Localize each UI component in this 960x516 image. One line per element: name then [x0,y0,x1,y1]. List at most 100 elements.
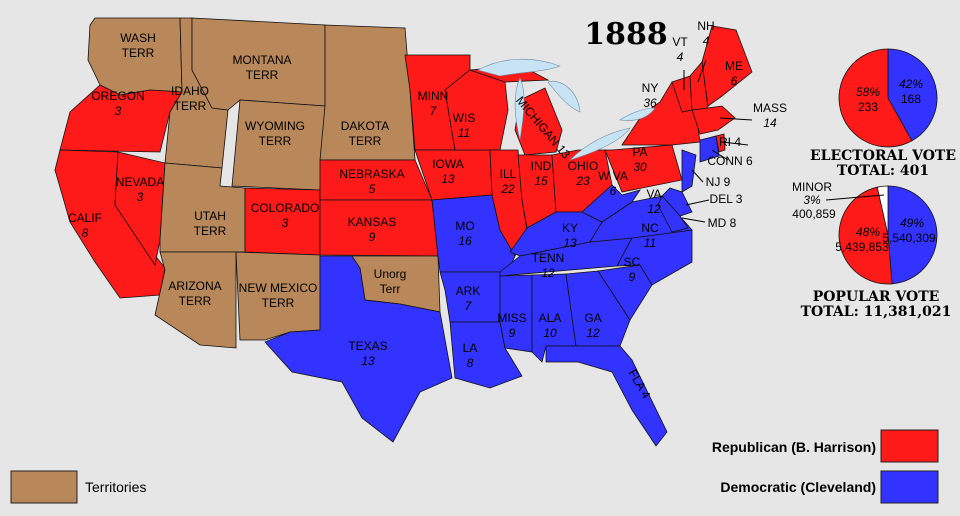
state-name: UTAH [194,209,226,223]
state-votes: 6 [610,184,617,198]
state-ga [565,270,631,347]
state-wv [581,184,641,223]
state-votes: 12 [586,326,600,340]
state-votes: TERR [349,134,382,148]
state-name: KY [562,221,578,235]
state-label-mo: MO 16 [455,219,474,248]
state-votes: 16 [458,234,472,248]
state-name: OHIO [568,159,599,173]
state-ri [715,133,726,153]
popular-minor-votes: 400,859 [792,207,836,221]
state-votes: 9 [369,230,376,244]
state-label-ks: KANSAS 9 [348,215,397,244]
minor-leader-line [825,194,885,201]
state-label-mn: MINN 7 [418,89,449,118]
lake [569,127,631,161]
state-votes: 22 [500,182,515,196]
state-votes: 7 [465,299,473,313]
state-label-tx: TEXAS 13 [348,339,387,368]
state-votes: 5 [369,182,376,196]
state-votes: 11 [644,236,656,250]
electoral-vote-pie: 58%233 42%168 [838,48,938,148]
state-label-ny: NY 36 [642,81,659,110]
state-label-il: ILL 22 [500,167,517,196]
leader-line [711,149,729,161]
state-label-ms: MISS 9 [497,311,526,340]
state-name: NEBRASKA [339,167,404,181]
state-label-nh: NH 4 [697,19,714,48]
state-name: DEL 3 [710,192,743,206]
state-votes: 9 [629,270,636,284]
state-name: MASS [753,101,787,115]
state-label-ri: RI 4 [719,135,741,149]
state-name: RI 4 [719,135,741,149]
popular-rep-pct: 48% [856,225,880,239]
state-name: NJ 9 [706,175,731,189]
state-name: OREGON [91,89,144,103]
state-votes: 9 [509,326,516,340]
state-name: ILL [500,167,517,181]
state-votes: 13 [361,354,375,368]
pie-slice-republican [838,186,893,285]
state-votes: 11 [458,126,470,140]
leader-line [697,59,707,83]
electoral-rep-votes: 233 [858,100,878,114]
state-label-sc: SC 9 [624,255,641,284]
leader-line [691,169,704,183]
pie-slice-democratic [887,185,938,285]
state-name: MISS [497,311,526,325]
electoral-heading: ELECTORAL VOTE [810,148,956,164]
great-lakes [477,58,656,161]
state-votes: 36 [643,96,657,110]
state-votes: TERR [174,99,207,113]
state-me [701,25,753,107]
state-label-la: LA 8 [463,341,478,370]
state-label-ia: IOWA 13 [432,157,464,186]
states-layer [54,17,753,447]
state-name: NC [641,221,659,235]
state-name: IOWA [432,157,464,171]
state-ct [699,135,720,163]
state-votes: 8 [82,226,89,240]
state-name: WYOMING [245,119,305,133]
state-votes: 12 [541,266,555,280]
state-label-ok: Unorg Terr [374,267,407,296]
state-mi [514,87,563,156]
pie-slice-republican [838,48,913,148]
electoral-dem-votes: 168 [901,92,921,106]
state-votes: TERR [262,296,295,310]
state-name: SC [624,255,641,269]
legend-territory-label: Territories [85,479,146,495]
state-label-ky: KY 13 [562,221,578,250]
electoral-total: TOTAL: 401 [837,163,929,179]
state-votes: 4 [703,34,710,48]
state-ma [691,105,736,135]
state-name: CONN 6 [707,154,753,168]
state-label-nm: NEW MEXICO TERR [239,281,318,310]
state-ms [499,274,533,353]
pie-slice-democratic [887,48,938,142]
state-label-oh: OHIO 23 [568,159,599,188]
state-label-tn: TENN 12 [532,251,565,280]
state-name: VT [672,35,688,49]
state-label-ga: GA 12 [584,311,601,340]
state-label-ct: CONN 6 [707,154,753,168]
state-name: MO [455,219,474,233]
state-name: ARK [456,284,481,298]
state-label-md: MD 8 [708,216,737,230]
state-votes: 30 [633,160,647,174]
state-votes: 7 [430,104,438,118]
state-votes: Terr [380,282,401,296]
state-tx [264,255,453,443]
state-votes: 13 [563,236,577,250]
state-name: NH [697,19,714,33]
state-votes: 10 [543,326,557,340]
state-label-de: DEL 3 [710,192,743,206]
state-label-wi: WIS 11 [453,111,476,140]
state-label-wv: W VA 6 [598,169,628,198]
legend-territory-swatch [10,470,78,504]
state-label-id: IDAHO TERR [171,84,209,113]
state-md [657,195,689,233]
